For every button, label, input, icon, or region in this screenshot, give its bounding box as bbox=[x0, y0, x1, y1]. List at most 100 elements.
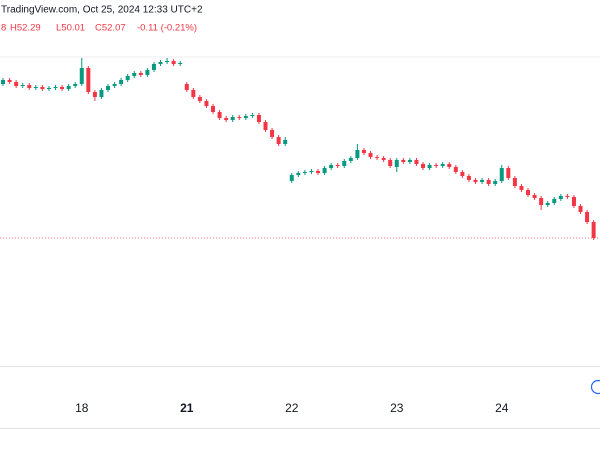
candle-body bbox=[250, 115, 255, 116]
candle-body bbox=[571, 197, 576, 206]
candle-body bbox=[7, 80, 12, 82]
candle-body bbox=[440, 164, 445, 166]
candle-body bbox=[342, 161, 347, 166]
ohlc-legend: 8 H52.29 L50.01 C52.07 -0.11 (-0.21%) bbox=[1, 23, 197, 34]
candle-body bbox=[335, 165, 340, 166]
candle-body bbox=[585, 212, 590, 222]
candle-body bbox=[27, 85, 32, 88]
candle-body bbox=[178, 63, 183, 64]
x-tick-label: 21 bbox=[180, 401, 194, 415]
candle-body bbox=[92, 92, 97, 97]
candle-body bbox=[473, 180, 478, 182]
candle-body bbox=[263, 122, 268, 130]
candle-body bbox=[73, 84, 78, 86]
candle-body bbox=[552, 199, 557, 203]
candle-body bbox=[460, 172, 465, 176]
candle-body bbox=[421, 164, 426, 168]
candle-body bbox=[197, 97, 202, 101]
candle-body bbox=[125, 76, 130, 80]
candle-body bbox=[46, 88, 51, 89]
candle-body bbox=[368, 153, 373, 157]
candle-body bbox=[106, 86, 111, 90]
x-tick-label: 23 bbox=[390, 401, 404, 415]
header: TradingView.com, Oct 25, 2024 12:33 UTC+… bbox=[1, 5, 203, 16]
candle-body bbox=[578, 206, 583, 212]
candle-body bbox=[532, 195, 537, 198]
candle-body bbox=[348, 158, 353, 161]
candle-body bbox=[191, 90, 196, 97]
candle-body bbox=[270, 130, 275, 137]
candle-body bbox=[296, 173, 301, 175]
candle-body bbox=[427, 165, 432, 168]
candle-body bbox=[256, 115, 261, 122]
candle-body bbox=[486, 180, 491, 184]
candle-body bbox=[224, 118, 229, 120]
candle-body bbox=[40, 87, 45, 89]
candle-body bbox=[86, 68, 91, 92]
candle-body bbox=[355, 150, 360, 158]
legend-item: L50.01 bbox=[56, 23, 85, 34]
legend-item: C52.07 bbox=[95, 23, 126, 34]
candle-body bbox=[243, 116, 248, 118]
candle-body bbox=[375, 157, 380, 158]
candle-body bbox=[79, 68, 84, 84]
candle-body bbox=[506, 168, 511, 178]
candle-body bbox=[171, 61, 176, 64]
x-tick-label: 22 bbox=[285, 401, 299, 415]
candle-body bbox=[20, 85, 25, 86]
candle-body bbox=[309, 171, 314, 172]
candle-body bbox=[151, 64, 156, 70]
candle-body bbox=[145, 70, 150, 75]
candle-body bbox=[388, 160, 393, 166]
candle-body bbox=[66, 86, 71, 89]
candle-body bbox=[526, 190, 531, 195]
candle-body bbox=[138, 73, 143, 75]
legend-item: 8 bbox=[1, 23, 6, 34]
candle-body bbox=[381, 158, 386, 160]
settings-icon[interactable] bbox=[590, 379, 600, 395]
candle-body bbox=[447, 164, 452, 167]
candle-body bbox=[237, 117, 242, 118]
candle-body bbox=[394, 160, 399, 167]
candle-body bbox=[132, 73, 137, 76]
candle-body bbox=[499, 168, 504, 181]
candle-body bbox=[322, 168, 327, 173]
candle-body bbox=[558, 196, 563, 199]
candle-body bbox=[165, 61, 170, 62]
legend-item: -0.11 (-0.21%) bbox=[137, 23, 197, 34]
candle-body bbox=[53, 87, 58, 88]
candle-body bbox=[414, 160, 419, 164]
candle-body bbox=[289, 175, 294, 181]
candle-body bbox=[316, 171, 321, 173]
candle-body bbox=[407, 160, 412, 162]
candle-body bbox=[493, 181, 498, 184]
time-axis: 182122232425 bbox=[75, 401, 509, 415]
candle-body bbox=[230, 117, 235, 120]
candle-body bbox=[217, 112, 222, 118]
candle-body bbox=[283, 140, 288, 144]
candle-body bbox=[539, 198, 544, 205]
candle-body bbox=[545, 203, 550, 205]
candle-body bbox=[361, 150, 366, 153]
candle-body bbox=[329, 165, 334, 168]
candle-body bbox=[60, 87, 65, 89]
candle-body bbox=[119, 80, 124, 84]
legend-item: H52.29 bbox=[10, 23, 41, 34]
candle-body bbox=[434, 165, 439, 166]
candle-body bbox=[33, 87, 38, 88]
candle-body bbox=[276, 137, 281, 144]
candle-body bbox=[302, 172, 307, 173]
candle-body bbox=[466, 176, 471, 180]
candle-body bbox=[14, 82, 19, 86]
candle-body bbox=[591, 222, 596, 238]
candle-body bbox=[112, 84, 117, 86]
candle-body bbox=[480, 180, 485, 182]
candle-body bbox=[1, 80, 6, 84]
candle-body bbox=[211, 106, 216, 112]
candle-body bbox=[184, 84, 189, 90]
x-tick-label: 24 bbox=[495, 401, 509, 415]
candle-body bbox=[158, 62, 163, 64]
